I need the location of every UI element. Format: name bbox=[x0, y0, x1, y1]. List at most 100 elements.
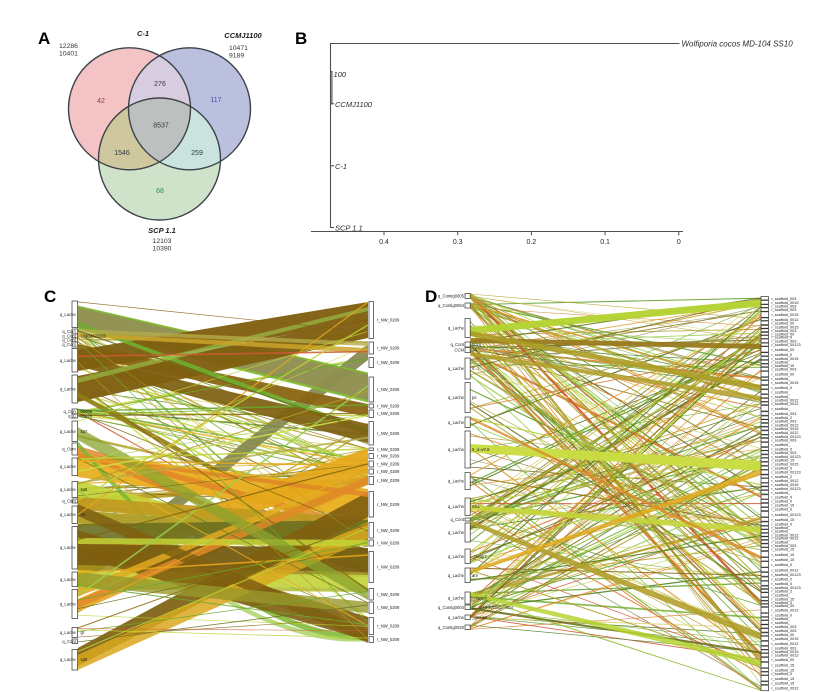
svg-text:0.3: 0.3 bbox=[453, 239, 463, 246]
svg-text:r_scaffold_00123: r_scaffold_00123 bbox=[772, 513, 801, 517]
svg-text:10401: 10401 bbox=[59, 51, 78, 58]
svg-text:q_Cont: q_Cont bbox=[62, 342, 76, 347]
svg-text:r_scaffold_0: r_scaffold_0 bbox=[772, 448, 793, 452]
svg-text:100: 100 bbox=[334, 70, 347, 79]
svg-text:q_Lache: q_Lache bbox=[60, 429, 77, 434]
svg-text:r_scaffold_: r_scaffold_ bbox=[772, 593, 791, 597]
svg-text:9189: 9189 bbox=[229, 53, 244, 60]
svg-text:SCP 1.1: SCP 1.1 bbox=[335, 224, 363, 233]
svg-text:q_Lache: q_Lache bbox=[448, 554, 465, 559]
svg-text:r_scaffold_00123: r_scaffold_00123 bbox=[772, 435, 801, 439]
svg-text:r_scaffold_003: r_scaffold_003 bbox=[772, 297, 797, 301]
svg-text:r_scaffold_: r_scaffold_ bbox=[772, 443, 791, 447]
svg-text:10471: 10471 bbox=[229, 45, 248, 52]
svg-text:r_scaffold_0015: r_scaffold_0015 bbox=[772, 357, 799, 361]
svg-text:r_scaffold_15: r_scaffold_15 bbox=[772, 664, 795, 668]
svg-text:r_scaffold_0012: r_scaffold_0012 bbox=[772, 423, 799, 427]
svg-text:A: A bbox=[38, 29, 50, 48]
svg-text:r_scaffold_0012: r_scaffold_0012 bbox=[772, 568, 799, 572]
svg-text:r_scaffold_003: r_scaffold_003 bbox=[772, 305, 797, 309]
svg-text:r_scaffold_00: r_scaffold_00 bbox=[772, 604, 795, 608]
svg-text:sp8: sp8 bbox=[81, 657, 88, 662]
svg-text:r_scaffold_003: r_scaffold_003 bbox=[772, 329, 797, 333]
svg-text:r_NW_0209: r_NW_0209 bbox=[377, 541, 400, 546]
svg-text:r_scaffold_00: r_scaffold_00 bbox=[772, 321, 795, 325]
svg-text:r_NW_0209: r_NW_0209 bbox=[377, 387, 400, 392]
svg-text:r_scaffold_0015: r_scaffold_0015 bbox=[772, 462, 799, 466]
svg-text:r_scaffold_003: r_scaffold_003 bbox=[772, 544, 797, 548]
svg-text:r_scaffold_0015: r_scaffold_0015 bbox=[772, 301, 799, 305]
svg-text:r_scaffold_0: r_scaffold_0 bbox=[772, 466, 793, 470]
svg-text:CCMJ1100: CCMJ1100 bbox=[224, 31, 262, 40]
svg-text:r_scaffold_0: r_scaffold_0 bbox=[772, 522, 793, 526]
svg-text:q_Lache: q_Lache bbox=[448, 366, 465, 371]
svg-text:r_scaffold_003: r_scaffold_003 bbox=[772, 625, 797, 629]
svg-text:q_Lache: q_Lache bbox=[60, 602, 77, 607]
svg-text:r_scaffold_15: r_scaffold_15 bbox=[772, 668, 795, 672]
svg-text:SCP 1.1: SCP 1.1 bbox=[148, 226, 176, 235]
svg-text:r_scaffold_2: r_scaffold_2 bbox=[772, 577, 793, 581]
svg-text:r_NW_0209: r_NW_0209 bbox=[377, 592, 400, 597]
svg-text:r_scaffold_0012: r_scaffold_0012 bbox=[772, 479, 799, 483]
svg-text:00120: 00120 bbox=[81, 414, 93, 419]
svg-text:r_scaffold_0: r_scaffold_0 bbox=[772, 508, 793, 512]
svg-text:CCM: CCM bbox=[454, 348, 464, 353]
svg-text:r_scaffold_003: r_scaffold_003 bbox=[772, 629, 797, 633]
svg-text:r_scaffold_15: r_scaffold_15 bbox=[772, 682, 795, 686]
svg-text:0.1: 0.1 bbox=[600, 239, 610, 246]
svg-text:00006: 00006 bbox=[81, 409, 93, 414]
svg-text:C: C bbox=[44, 287, 56, 306]
svg-text:ps: ps bbox=[472, 395, 476, 400]
svg-text:q_Lache: q_Lache bbox=[448, 615, 465, 620]
svg-text:q_Com: q_Com bbox=[62, 447, 76, 452]
svg-text:r_scaffold_003: r_scaffold_003 bbox=[772, 420, 797, 424]
svg-text:q_Lache: q_Lache bbox=[448, 530, 465, 535]
svg-text:0.4: 0.4 bbox=[379, 239, 389, 246]
svg-text:8537: 8537 bbox=[153, 123, 169, 130]
svg-text:12286: 12286 bbox=[59, 43, 78, 50]
svg-text:r_scaffold_: r_scaffold_ bbox=[772, 377, 791, 381]
svg-text:r_scaffold_0012: r_scaffold_0012 bbox=[772, 609, 799, 613]
svg-text:r_NW_0209: r_NW_0209 bbox=[377, 637, 400, 642]
svg-text:r_scaffold_003: r_scaffold_003 bbox=[772, 308, 797, 312]
svg-text:1546: 1546 bbox=[114, 150, 130, 157]
svg-text:r_scaffold_003: r_scaffold_003 bbox=[772, 368, 797, 372]
svg-text:q_Com: q_Com bbox=[62, 499, 76, 504]
svg-text:r_scaffold_15: r_scaffold_15 bbox=[772, 598, 795, 602]
svg-text:r_NW_0209: r_NW_0209 bbox=[377, 360, 400, 365]
svg-text:r_scaffold_0015: r_scaffold_0015 bbox=[772, 427, 799, 431]
svg-text:q_Contig0004: q_Contig0004 bbox=[438, 605, 465, 610]
svg-text:r_scaffold_0012: r_scaffold_0012 bbox=[772, 642, 799, 646]
svg-text:q_Lache: q_Lache bbox=[448, 504, 465, 509]
svg-text:r_NW_0209: r_NW_0209 bbox=[377, 411, 400, 416]
svg-text:q_Lache: q_Lache bbox=[60, 512, 77, 517]
svg-text:sp6: sp6 bbox=[81, 487, 88, 492]
svg-text:r_scaffold_15: r_scaffold_15 bbox=[772, 548, 795, 552]
svg-text:r_scaffold_00123: r_scaffold_00123 bbox=[772, 573, 801, 577]
svg-text:276: 276 bbox=[154, 81, 166, 88]
svg-text:q_Cont: q_Cont bbox=[62, 338, 76, 343]
svg-text:12103: 12103 bbox=[153, 238, 172, 245]
svg-text:(2...CA9-WOS1...-004: (2...CA9-WOS1...-004 bbox=[472, 605, 514, 610]
svg-text:q_Lache: q_Lache bbox=[60, 545, 77, 550]
svg-text:r_scaffold_15: r_scaffold_15 bbox=[772, 553, 795, 557]
svg-text:q_Lache: q_Lache bbox=[60, 630, 77, 635]
svg-text:r_scaffold_: r_scaffold_ bbox=[772, 526, 791, 530]
svg-text:r_scaffold_: r_scaffold_ bbox=[772, 491, 791, 495]
svg-text:r_scaffold_: r_scaffold_ bbox=[772, 407, 791, 411]
svg-text:r_scaffold_: r_scaffold_ bbox=[772, 621, 791, 625]
svg-text:r_scaffold_00: r_scaffold_00 bbox=[772, 633, 795, 637]
svg-text:r_scaffold_0: r_scaffold_0 bbox=[772, 614, 793, 618]
svg-text:10390: 10390 bbox=[153, 246, 172, 253]
svg-text:r_scaffold_003: r_scaffold_003 bbox=[772, 412, 797, 416]
svg-text:r_scaffold_0: r_scaffold_0 bbox=[772, 353, 793, 357]
svg-text:r_NW_0209: r_NW_0209 bbox=[377, 431, 400, 436]
svg-text:r_NW_0209: r_NW_0209 bbox=[377, 624, 400, 629]
svg-text:r_scaffold_00: r_scaffold_00 bbox=[772, 658, 795, 662]
svg-text:r_scaffold_2: r_scaffold_2 bbox=[772, 589, 793, 593]
svg-text:r_scaffold_0012: r_scaffold_0012 bbox=[772, 537, 799, 541]
svg-text:r_scaffold_: r_scaffold_ bbox=[772, 617, 791, 621]
svg-text:r_scaffold_00: r_scaffold_00 bbox=[772, 348, 795, 352]
svg-text:q_Lache: q_Lache bbox=[60, 312, 77, 317]
svg-text:r_scaffold_2: r_scaffold_2 bbox=[772, 475, 793, 479]
